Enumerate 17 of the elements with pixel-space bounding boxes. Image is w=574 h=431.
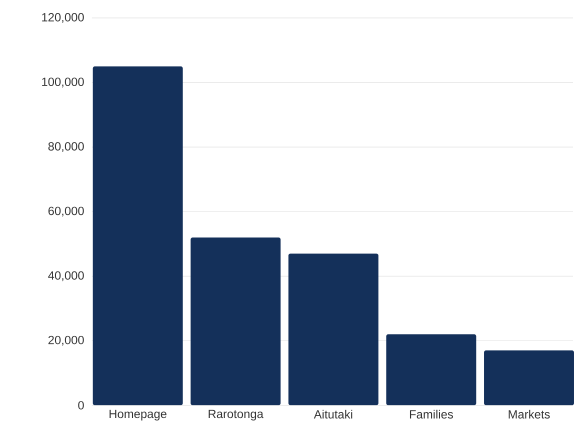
y-tick-label: 20,000 (48, 336, 84, 346)
x-tick-label: Rarotonga (208, 410, 264, 420)
y-tick-label: 100,000 (42, 77, 84, 88)
x-tick-label: Markets (508, 410, 550, 418)
y-tick-label: 60,000 (48, 206, 84, 216)
x-tick-label: Homepage (110, 410, 166, 420)
y-tick-label: 0 (78, 400, 84, 410)
bar (288, 253, 378, 406)
y-tick-label: 80,000 (48, 142, 84, 152)
x-tick-label: Families (410, 410, 453, 418)
x-tick-label: Aitutaki (314, 410, 352, 418)
bar (190, 237, 281, 406)
y-tick-label: 120,000 (42, 12, 84, 23)
y-tick-label: 40,000 (48, 271, 84, 281)
bar (92, 66, 183, 406)
bar (386, 334, 476, 406)
bar (484, 350, 574, 406)
